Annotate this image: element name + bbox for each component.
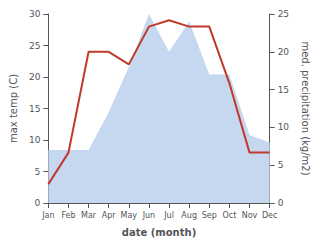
svg-text:May: May (121, 211, 138, 220)
svg-text:20: 20 (29, 72, 41, 82)
svg-text:Aug: Aug (181, 211, 197, 220)
svg-text:Nov: Nov (242, 211, 258, 220)
svg-text:Jul: Jul (163, 211, 174, 220)
svg-text:max temp (C): max temp (C) (8, 74, 19, 143)
svg-text:15: 15 (278, 85, 289, 95)
svg-text:0: 0 (35, 198, 41, 208)
svg-text:Sep: Sep (202, 211, 217, 220)
svg-text:Jan: Jan (41, 211, 54, 220)
svg-text:10: 10 (278, 122, 290, 132)
svg-text:Oct: Oct (222, 211, 236, 220)
svg-text:5: 5 (35, 167, 41, 177)
svg-text:15: 15 (29, 104, 40, 114)
svg-text:0: 0 (278, 198, 284, 208)
svg-text:Apr: Apr (102, 211, 117, 220)
svg-text:Mar: Mar (81, 211, 97, 220)
svg-text:10: 10 (29, 135, 41, 145)
svg-text:Dec: Dec (262, 211, 277, 220)
svg-text:25: 25 (278, 9, 289, 19)
svg-text:med. precipitation (kg/m2): med. precipitation (kg/m2) (300, 41, 311, 175)
svg-text:Feb: Feb (61, 211, 75, 220)
svg-text:30: 30 (29, 9, 41, 19)
svg-text:Jun: Jun (142, 211, 156, 220)
svg-text:date (month): date (month) (122, 227, 196, 238)
svg-text:25: 25 (29, 41, 40, 51)
svg-text:5: 5 (278, 160, 284, 170)
svg-text:20: 20 (278, 47, 290, 57)
